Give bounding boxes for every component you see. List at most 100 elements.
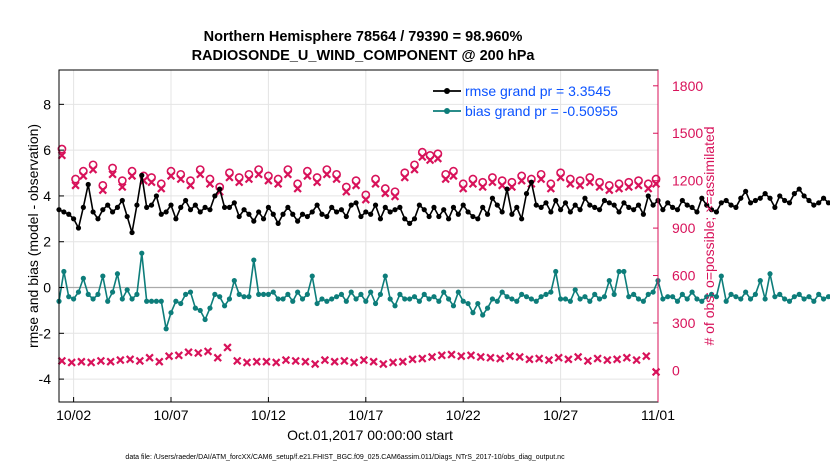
rmse-point	[275, 220, 281, 227]
legend-label: bias grand pr = -0.50955	[465, 103, 618, 119]
obs-assimilated-marker	[196, 170, 205, 179]
rmse-point	[475, 216, 481, 222]
obs-assimilated-marker	[118, 182, 127, 192]
obs-assimilated-series	[57, 151, 661, 204]
bias-point	[407, 296, 413, 302]
obs-count-lower-marker	[213, 353, 222, 362]
bias-point	[772, 294, 778, 300]
rmse-point	[402, 216, 408, 222]
x-tick-label: 10/07	[153, 407, 188, 423]
rmse-point	[635, 202, 642, 208]
obs-assimilated-marker	[332, 174, 341, 184]
bias-point	[733, 294, 739, 300]
bias-point	[231, 278, 237, 284]
rmse-point	[290, 211, 296, 217]
plot-area	[56, 144, 830, 377]
obs-count-lower-marker	[486, 353, 495, 362]
bias-point	[226, 296, 233, 302]
bias-point	[611, 291, 617, 297]
obs-count-lower-marker	[593, 354, 602, 363]
obs-assimilated-marker	[478, 182, 487, 192]
chart-title: Northern Hemisphere 78564 / 79390 = 98.9…	[204, 29, 523, 45]
bias-point	[494, 298, 500, 304]
rmse-point	[514, 204, 520, 210]
bias-point	[621, 268, 627, 275]
bias-point	[333, 294, 340, 300]
obs-possible-marker	[71, 174, 80, 184]
bias-point	[416, 298, 422, 304]
rmse-point	[153, 193, 159, 199]
bias-point	[699, 298, 705, 304]
obs-count-lower-marker	[135, 356, 145, 366]
rmse-point	[197, 209, 203, 215]
rmse-point	[528, 179, 534, 185]
bias-point	[704, 294, 710, 300]
bias-point	[421, 291, 427, 297]
legend-marker	[444, 108, 450, 114]
obs-count-lower-marker	[310, 359, 320, 369]
chart-subtitle: RADIOSONDE_U_WIND_COMPONENT @ 200 hPa	[192, 48, 536, 64]
bias-point	[820, 296, 827, 302]
obs-assimilated-marker	[303, 171, 312, 181]
bias-point	[728, 291, 734, 297]
rmse-point	[241, 207, 247, 213]
rmse-point	[509, 211, 515, 217]
rmse-point	[708, 207, 715, 213]
y-axis-left: -4 -2 0 2 4 6 8	[39, 96, 64, 387]
rmse-point	[772, 204, 778, 210]
bias-point	[85, 291, 91, 297]
obs-assimilated-marker	[108, 170, 117, 179]
bias-point	[601, 294, 608, 300]
bias-point	[183, 291, 189, 297]
bias-point	[134, 291, 140, 297]
legend: rmse grand pr = 3.3545 bias grand pr = -0…	[433, 83, 618, 119]
obs-count-lower-marker	[437, 351, 446, 360]
obs-assimilated-marker	[605, 185, 614, 195]
obs-assimilated-marker	[425, 155, 435, 165]
bias-line	[58, 253, 830, 329]
rmse-point	[606, 200, 612, 206]
bias-point	[562, 296, 569, 302]
rmse-point	[733, 204, 739, 210]
bias-point	[465, 300, 471, 307]
obs-count-lower-marker	[194, 348, 203, 358]
obs-count-lower-marker	[398, 357, 407, 366]
bias-point	[168, 310, 174, 316]
bias-point	[241, 294, 247, 300]
bias-point	[796, 291, 802, 297]
bias-point	[713, 294, 720, 300]
rmse-point	[129, 229, 135, 236]
rmse-point	[377, 216, 384, 222]
rmse-point	[299, 211, 306, 217]
bias-point	[777, 291, 783, 297]
obs-count-lower-marker	[583, 356, 593, 366]
rmse-point	[592, 204, 598, 210]
x-tick-label: 10/02	[56, 407, 91, 423]
rmse-point	[309, 209, 315, 215]
rmse-point	[679, 197, 685, 204]
rmse-point	[562, 200, 569, 206]
rmse-point	[66, 211, 72, 217]
obs-count-lower-marker	[642, 351, 651, 361]
rmse-point	[431, 204, 437, 210]
bias-point	[509, 296, 515, 302]
obs-count-lower-marker	[408, 355, 417, 364]
y2-tick-label: 600	[672, 268, 696, 284]
obs-count-lower-marker	[466, 351, 476, 360]
obs-assimilated-marker	[441, 174, 450, 184]
bias-point	[246, 294, 252, 300]
obs-assimilated-marker	[351, 181, 361, 190]
bias-point	[499, 289, 505, 295]
y2-tick-label: 1200	[672, 173, 703, 189]
obs-assimilated-marker	[585, 178, 594, 187]
x-axis-label: Oct.01,2017 00:00:00 start	[287, 427, 453, 443]
y-axis-right: 0 300 600 900 1200 1500 1800	[653, 70, 703, 402]
obs-assimilated-marker	[322, 170, 332, 179]
bias-point	[426, 296, 432, 302]
bias-point	[645, 291, 651, 297]
bias-point	[484, 305, 491, 311]
bias-point	[470, 310, 476, 316]
bias-point	[650, 289, 656, 295]
obs-assimilated-marker	[410, 165, 419, 174]
bias-point	[635, 296, 642, 302]
